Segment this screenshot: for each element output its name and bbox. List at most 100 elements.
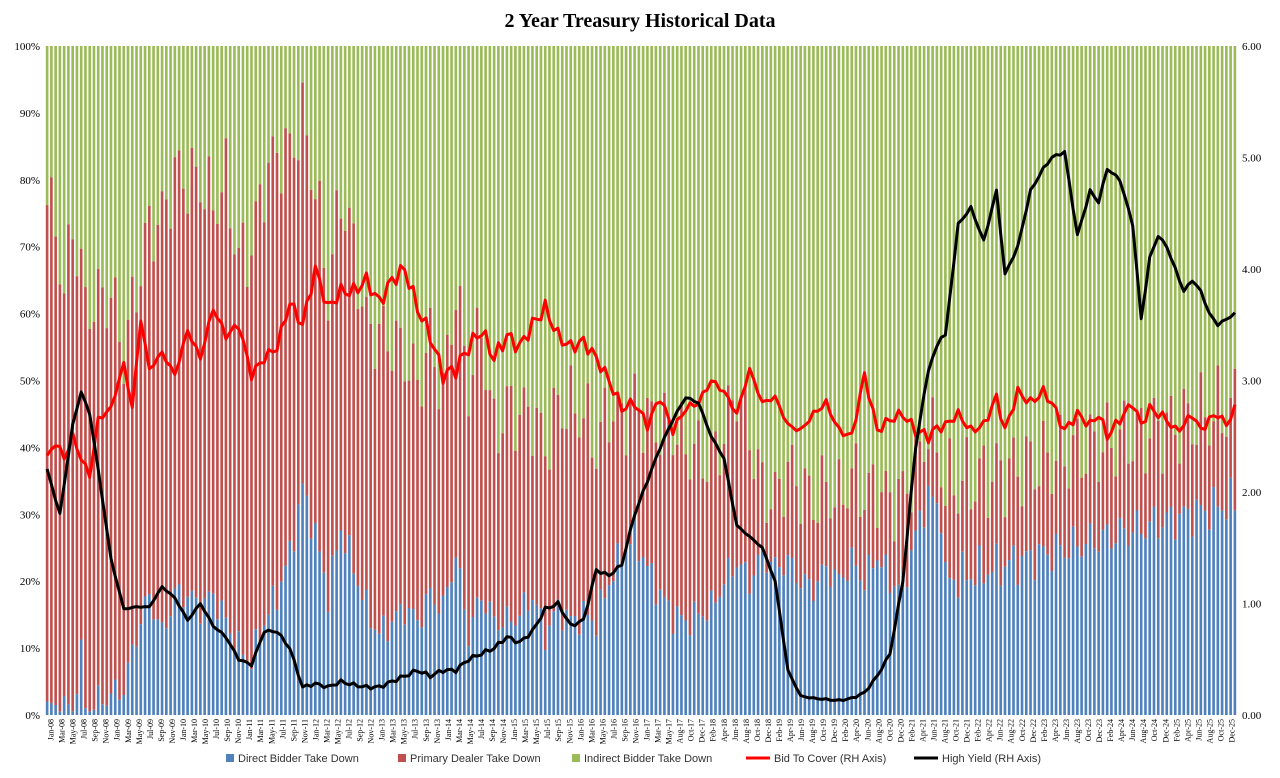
bid-to-cover-line <box>45 264 1237 479</box>
indirect-bar <box>45 46 49 206</box>
indirect-bar <box>216 46 219 224</box>
indirect-bar <box>1203 46 1207 418</box>
direct-bar <box>846 580 849 715</box>
indirect-bar <box>973 46 977 502</box>
indirect-bar <box>995 46 998 444</box>
direct-bar <box>424 594 428 715</box>
direct-bar <box>67 704 70 715</box>
dealer-bar <box>305 135 309 496</box>
dealer-bar <box>365 297 368 590</box>
direct-bar <box>1033 580 1037 715</box>
legend-label: Indirect Bidder Take Down <box>584 753 712 765</box>
dealer-bar <box>560 428 564 631</box>
left-tick-label: 10% <box>20 643 40 655</box>
direct-bar <box>445 587 449 715</box>
indirect-bar <box>961 46 964 481</box>
indirect-bar <box>922 46 926 462</box>
direct-bar <box>684 620 688 715</box>
dealer-bar <box>360 306 364 600</box>
dealer-bar <box>1144 473 1147 539</box>
direct-bar <box>505 606 509 715</box>
indirect-bar <box>761 46 764 463</box>
x-tick-label: May-12 <box>334 719 343 744</box>
dealer-bar <box>1225 436 1228 520</box>
dealer-bar <box>279 193 283 582</box>
direct-bar <box>1088 523 1092 715</box>
direct-bar <box>646 566 649 715</box>
dealer-bar <box>582 418 585 601</box>
x-tick-label: Dec-25 <box>1228 719 1237 743</box>
indirect-bar <box>335 46 338 191</box>
direct-bar <box>1178 513 1181 715</box>
indirect-bar <box>680 46 683 403</box>
dealer-bar <box>445 334 449 588</box>
direct-bar <box>939 533 943 715</box>
dealer-bar <box>1156 420 1160 539</box>
direct-bar <box>420 627 424 715</box>
dealer-bar <box>1029 441 1032 551</box>
dealer-bar <box>858 516 862 581</box>
dealer-bar <box>612 421 615 582</box>
direct-bar <box>526 610 530 715</box>
dealer-bar <box>867 472 871 556</box>
indirect-bar <box>365 46 368 298</box>
dealer-bar <box>961 480 964 552</box>
indirect-bar <box>437 46 441 410</box>
dealer-bar <box>956 513 960 598</box>
legend-label: Direct Bidder Take Down <box>238 753 359 765</box>
direct-bar <box>497 630 500 715</box>
direct-bar <box>318 551 321 715</box>
indirect-bar <box>948 46 951 439</box>
direct-bar <box>620 564 624 715</box>
dealer-bar <box>761 462 764 549</box>
direct-bar <box>918 510 922 715</box>
dealer-bar <box>1059 414 1062 546</box>
dealer-bar <box>807 475 811 580</box>
dealer-bar <box>1063 466 1066 558</box>
dealer-bar <box>892 541 896 587</box>
direct-bar <box>603 598 607 715</box>
indirect-bar <box>812 46 815 520</box>
dealer-bar <box>1131 461 1135 533</box>
direct-bar <box>1225 519 1228 715</box>
indirect-bar <box>484 46 487 390</box>
direct-bar <box>467 646 470 715</box>
direct-bar <box>1212 487 1215 715</box>
indirect-bar <box>837 46 841 460</box>
indirect-bar <box>1152 46 1156 398</box>
indirect-bar <box>92 46 96 322</box>
direct-bar <box>1020 555 1024 715</box>
direct-bar <box>305 495 309 715</box>
direct-bar <box>863 590 866 715</box>
indirect-bar <box>552 46 556 388</box>
dealer-bar <box>688 479 692 636</box>
dealer-bar <box>314 199 317 523</box>
direct-bar <box>471 617 475 715</box>
indirect-bar <box>692 46 696 444</box>
dealer-bar <box>92 321 96 710</box>
dealer-bar <box>509 385 513 622</box>
x-tick-label: Jan-12 <box>311 719 320 740</box>
indirect-bar <box>1063 46 1066 467</box>
direct-bar <box>484 613 487 715</box>
direct-bar <box>850 547 854 715</box>
indirect-bar <box>207 46 211 157</box>
dealer-bar <box>748 450 751 594</box>
dealer-bar <box>1212 421 1215 488</box>
dealer-bar <box>348 207 351 536</box>
indirect-bar <box>548 46 551 470</box>
direct-bar <box>501 627 504 715</box>
right-tick-label: 2.00 <box>1242 487 1262 499</box>
dealer-bar <box>773 471 777 558</box>
direct-bar <box>224 617 228 715</box>
x-tick-label: Mar-09 <box>124 719 133 743</box>
dealer-bar <box>743 384 747 563</box>
indirect-bar <box>1024 46 1028 437</box>
x-tick-label: Aug-18 <box>742 719 751 743</box>
direct-bar <box>1024 551 1028 715</box>
direct-bar <box>220 600 223 715</box>
right-axis: 0.00 1.00 2.00 3.00 4.00 5.00 6.00 <box>1242 41 1262 722</box>
dealer-bar <box>411 343 415 610</box>
dealer-bar <box>910 512 913 551</box>
x-tick-label: May-14 <box>466 719 475 744</box>
